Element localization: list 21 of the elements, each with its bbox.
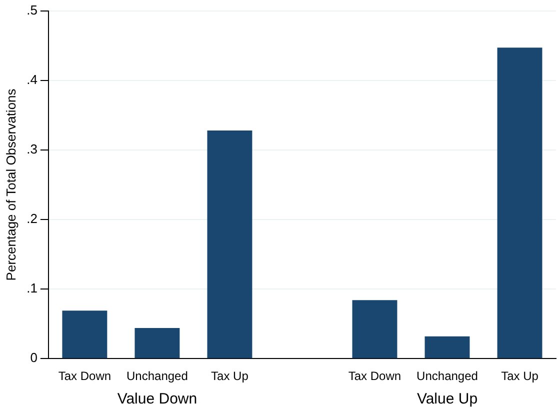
bar <box>207 130 252 358</box>
y-tick-label: .4 <box>26 72 38 87</box>
x-tick-label: Unchanged <box>416 369 478 384</box>
y-tick-label: .1 <box>26 280 38 296</box>
x-tick-label: Tax Up <box>211 369 249 384</box>
bar <box>352 300 398 358</box>
bar <box>62 310 108 358</box>
text: Value Up <box>416 390 478 408</box>
x-tick-label: Unchanged <box>126 369 188 384</box>
bar <box>134 328 180 358</box>
y-tick-label: 0 <box>30 350 38 366</box>
bar <box>497 48 542 358</box>
y-tick-label: .3 <box>26 142 38 156</box>
x-tick-label: Tax Down <box>58 369 112 384</box>
y-tick-label: .2 <box>26 211 38 226</box>
y-axis-title: Percentage of Total Observations <box>3 88 18 281</box>
text: Value Down <box>117 390 198 408</box>
y-tick-label: .5 <box>26 2 38 18</box>
x-tick-label: Tax Up <box>501 369 539 384</box>
x-tick-label: Tax Down <box>348 369 402 384</box>
bar <box>424 336 470 358</box>
